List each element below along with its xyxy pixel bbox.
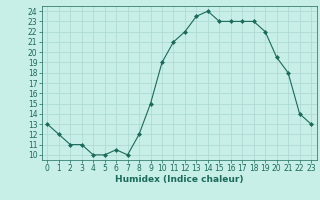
X-axis label: Humidex (Indice chaleur): Humidex (Indice chaleur) xyxy=(115,175,244,184)
